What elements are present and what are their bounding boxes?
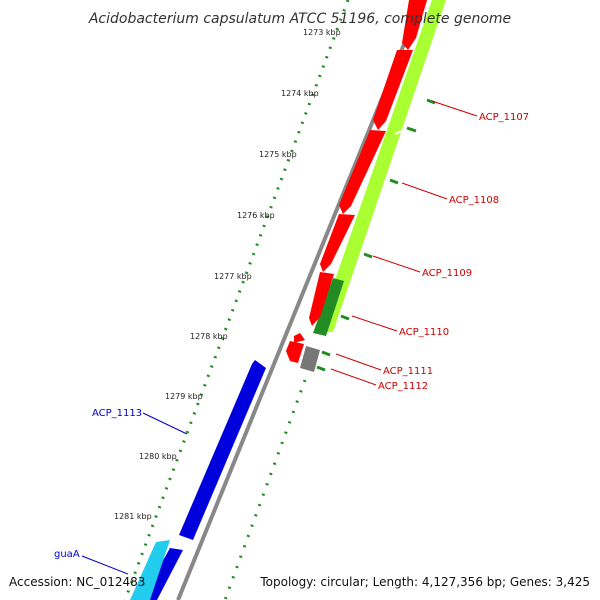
tick-label-1279: 1279 kbp (165, 392, 203, 401)
cyan-gene (130, 540, 170, 600)
red-cds-4 (320, 214, 355, 272)
gene-label-acp-1112[interactable]: ACP_1112 (378, 381, 428, 392)
forward-gene-band (317, 0, 446, 332)
gene-label-acp-1107[interactable]: ACP_1107 (479, 112, 529, 123)
tick-label-1274: 1274 kbp (281, 89, 319, 98)
red-cds-6-small (294, 333, 305, 343)
red-cds-7 (286, 341, 304, 363)
red-cds-3 (339, 130, 386, 214)
accession-text: Accession: NC_012483 (9, 575, 145, 589)
tick-label-1281: 1281 kbp (114, 512, 152, 521)
tick-label-1276: 1276 kbp (237, 211, 275, 220)
map-title: Acidobacterium capsulatum ATCC 51196, co… (88, 11, 511, 27)
blue-cds-large (179, 360, 266, 540)
dark-green-cds (313, 278, 344, 336)
tick-label-1277: 1277 kbp (214, 272, 252, 281)
tick-label-1280: 1280 kbp (139, 452, 177, 461)
gene-label-acp-1109[interactable]: ACP_1109 (422, 268, 472, 279)
summary-text: Topology: circular; Length: 4,127,356 bp… (259, 575, 590, 589)
gene-label-guaa[interactable]: guaA (54, 549, 80, 560)
forward-tick-marks (316, 98, 436, 372)
forward-gene-divider (394, 129, 405, 135)
tick-label-1278: 1278 kbp (190, 332, 228, 341)
red-cds-2 (373, 50, 413, 130)
gene-label-acp-1108[interactable]: ACP_1108 (449, 195, 499, 206)
tick-label-1275: 1275 kbp (259, 150, 297, 159)
forward-leader-lines (330, 100, 478, 386)
tick-ring (123, 0, 350, 600)
gene-label-acp-1111[interactable]: ACP_1111 (383, 366, 433, 377)
gene-label-acp-1113[interactable]: ACP_1113 (92, 408, 142, 419)
tick-label-1273: 1273 kbp (303, 28, 341, 37)
gene-label-acp-1110[interactable]: ACP_1110 (399, 327, 449, 338)
red-cds-1 (402, 0, 427, 50)
reverse-leader-lines (81, 412, 188, 575)
red-cds-5 (309, 272, 334, 326)
gray-feature (300, 346, 320, 372)
